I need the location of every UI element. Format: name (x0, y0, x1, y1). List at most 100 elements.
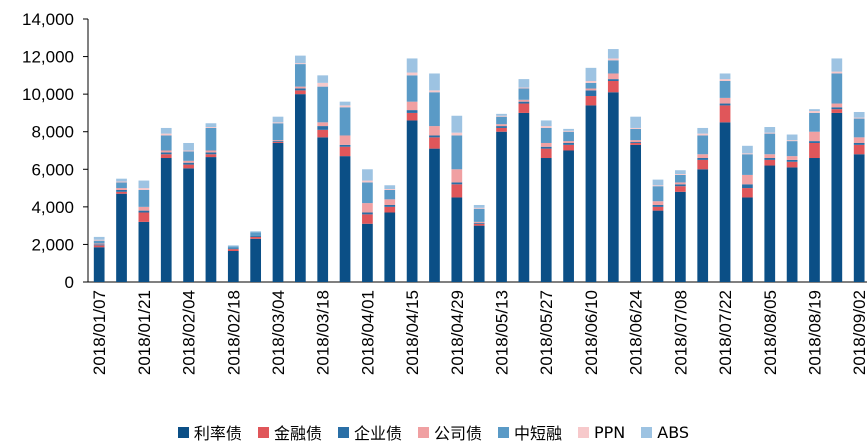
bar-segment-3 (540, 146, 552, 149)
bar-segment-5 (831, 73, 843, 104)
bar-segment-3 (138, 210, 150, 213)
bar-segment-2 (674, 186, 686, 192)
legend-swatch (257, 426, 269, 438)
bar-segment-3 (563, 142, 574, 145)
bar-segment-3 (93, 244, 105, 246)
bar-segment-5 (451, 135, 463, 170)
bar-segment-1 (630, 144, 642, 282)
bar-segment-1 (496, 131, 507, 282)
bar-segment-5 (227, 246, 239, 249)
bar-segment-4 (473, 221, 485, 223)
bar-segment-1 (362, 223, 373, 282)
legend-label: 公司债 (433, 424, 482, 443)
bar-segment-3 (786, 159, 798, 162)
bar-segment-7 (563, 128, 574, 131)
bar-segment-6 (93, 239, 105, 241)
legend-swatch (578, 426, 589, 438)
bar-segment-7 (250, 231, 262, 233)
y-tick-label: 4,000 (31, 198, 74, 217)
bar-segment-5 (183, 151, 194, 161)
legend-label: 企业债 (353, 424, 402, 443)
bar-segment-2 (496, 127, 507, 132)
bar-segment-7 (607, 49, 619, 59)
bar-segment-1 (339, 156, 351, 282)
bar-segment-7 (384, 185, 396, 190)
bar-segment-5 (205, 127, 217, 151)
stacked-bar-chart: 02,0004,0006,0008,00010,00012,00014,000 … (22, 10, 867, 375)
bar-segment-7 (674, 170, 686, 174)
bar-segment-5 (250, 232, 262, 236)
bar-segment-4 (697, 154, 709, 159)
bar-segment-3 (116, 189, 127, 192)
bar-segment-7 (227, 245, 239, 247)
bar-segment-2 (406, 112, 418, 121)
bar-segment-2 (652, 206, 664, 211)
bar-segment-7 (93, 236, 105, 240)
bar-segment-5 (317, 86, 329, 123)
bar-segment-6 (540, 126, 552, 128)
bar-segment-5 (742, 154, 753, 175)
bar-segment-4 (674, 182, 686, 185)
bar-segment-3 (160, 152, 172, 155)
bar-segment-7 (630, 116, 642, 128)
bar-segment-2 (518, 103, 530, 113)
bar-segment-1 (764, 165, 776, 282)
bar-segment-4 (406, 101, 418, 111)
bar-segment-7 (518, 79, 530, 88)
bar-segment-6 (429, 90, 440, 93)
y-axis: 0 2,000 4,000 6,000 8,000 10,000 12,000 14,000 (22, 10, 89, 292)
x-tick-label: 2018/01/07 (90, 290, 109, 375)
bar-segment-6 (205, 127, 217, 128)
x-tick-label: 2018/09/02 (850, 290, 867, 375)
x-tick-label: 2018/02/18 (224, 290, 243, 375)
bar-segment-2 (473, 223, 485, 226)
bar-segment-2 (786, 161, 798, 168)
bar-segment-5 (294, 64, 306, 87)
bar-segment-6 (786, 140, 798, 142)
bar-segment-7 (317, 75, 329, 83)
x-axis: 2018/01/07 2018/01/21 2018/02/04 2018/02/18… (88, 281, 867, 375)
legend-item: 利率债 (177, 420, 242, 444)
bar-segment-6 (831, 71, 843, 74)
bar-segment-4 (630, 140, 642, 143)
bar-segment-2 (138, 212, 150, 222)
bar-segment-3 (719, 103, 731, 106)
legend-label: 中短融 (513, 424, 562, 443)
bar-segment-3 (205, 152, 217, 155)
legend-item: ABS (641, 423, 689, 442)
bar-segment-6 (607, 58, 619, 61)
y-tick-label: 14,000 (22, 10, 74, 29)
bar-segment-3 (183, 162, 194, 165)
bar-segment-1 (809, 158, 820, 282)
bar-segment-4 (853, 137, 865, 143)
bar-segment-6 (272, 122, 284, 124)
bar-segment-5 (585, 82, 597, 89)
bar-segment-6 (674, 173, 686, 175)
bar-segment-7 (205, 123, 217, 128)
bar-segment-7 (809, 109, 820, 112)
bar-segment-5 (138, 189, 150, 207)
bar-segment-6 (160, 133, 172, 136)
bar-segment-5 (93, 240, 105, 244)
bar-segment-3 (294, 88, 306, 91)
x-tick-label: 2018/04/01 (358, 290, 377, 375)
bar-segment-2 (227, 249, 239, 252)
bar-segment-1 (138, 221, 150, 282)
bar-segment-1 (227, 251, 239, 282)
bar-segment-7 (138, 180, 150, 189)
bar-segment-4 (764, 154, 776, 159)
y-tick-label: 0 (65, 273, 74, 292)
bar-segment-3 (831, 107, 843, 110)
bar-segment-2 (160, 154, 172, 159)
x-tick-label: 2018/03/04 (269, 290, 288, 375)
bar-segment-3 (764, 158, 776, 160)
bar-segment-5 (496, 116, 507, 125)
bar-segment-7 (831, 58, 843, 72)
bar-segment-4 (809, 131, 820, 142)
bar-segment-7 (786, 134, 798, 141)
y-tick-label: 8,000 (31, 123, 74, 142)
bar-segment-5 (674, 174, 686, 183)
bar-segment-6 (294, 63, 306, 65)
bar-segment-6 (362, 180, 373, 183)
bar-segment-2 (183, 164, 194, 169)
